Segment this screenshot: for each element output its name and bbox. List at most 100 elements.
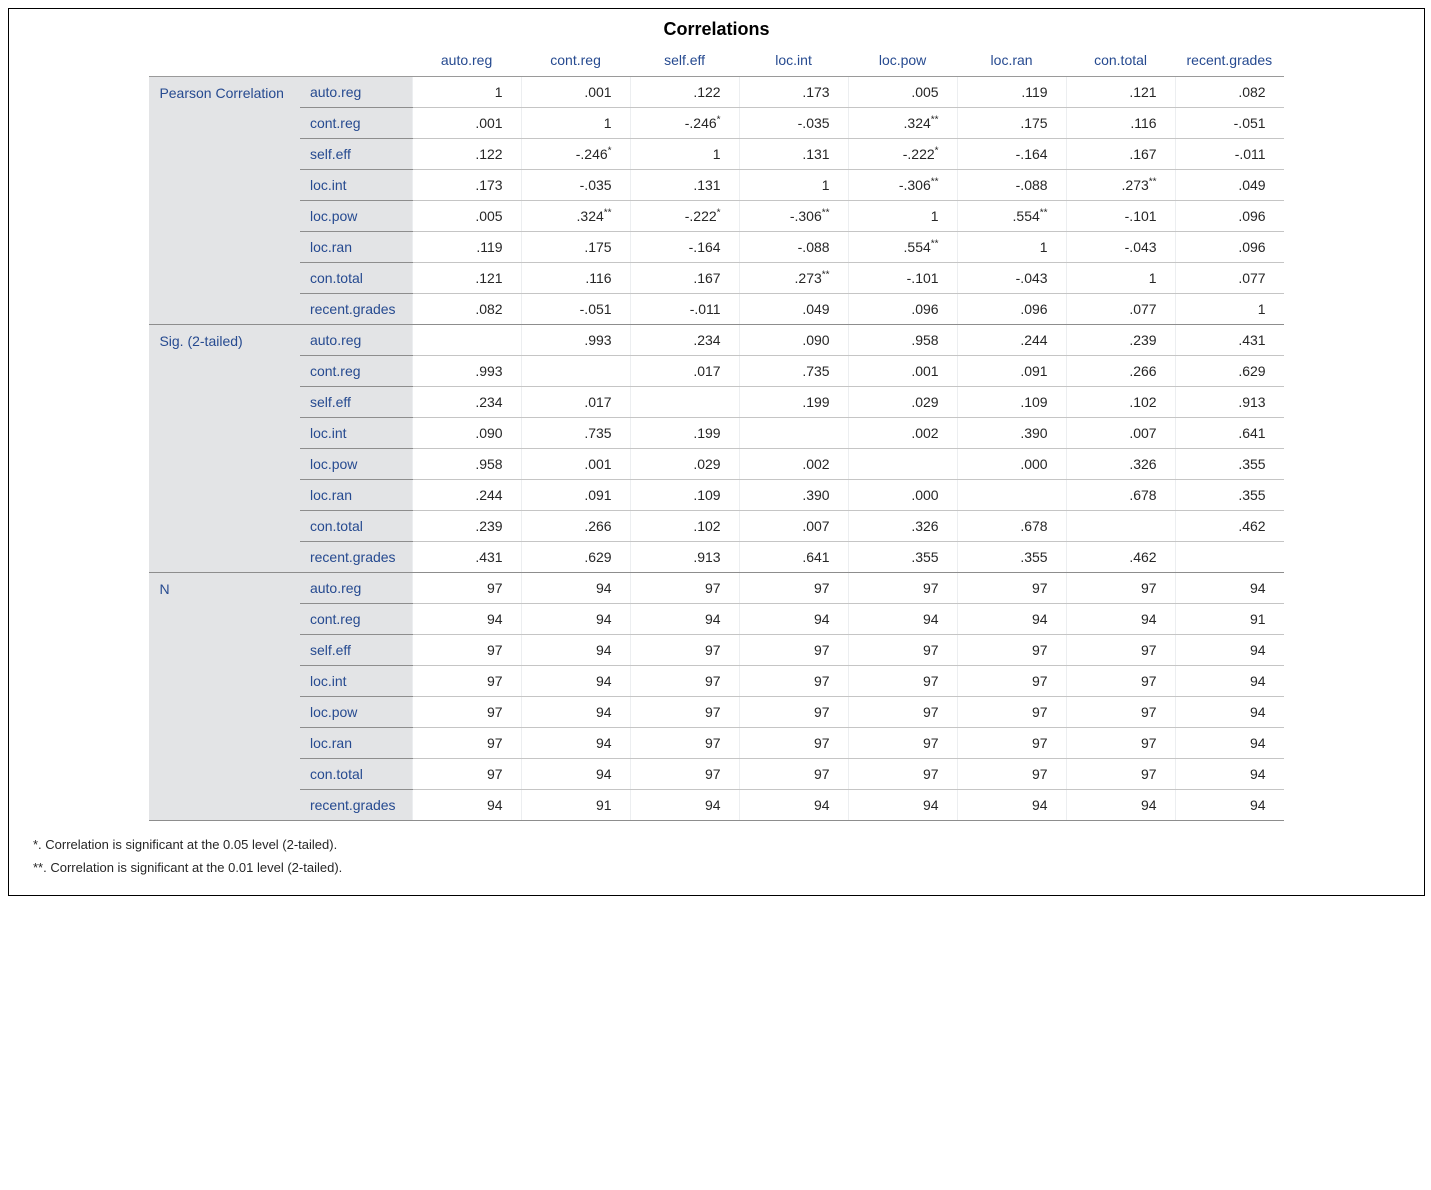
value-cell: .029	[848, 387, 957, 418]
value-cell: .678	[957, 511, 1066, 542]
value-cell: .005	[412, 201, 521, 232]
value-cell: 97	[957, 759, 1066, 790]
table-row: loc.ran.244.091.109.390.000.678.355	[149, 480, 1283, 511]
table-row: loc.int9794979797979794	[149, 666, 1283, 697]
significance-marker: **	[822, 207, 830, 218]
row-variable-label: cont.reg	[300, 604, 412, 635]
table-row: cont.reg9494949494949491	[149, 604, 1283, 635]
value-cell: .121	[412, 263, 521, 294]
row-variable-label: loc.int	[300, 418, 412, 449]
value-cell: .082	[412, 294, 521, 325]
row-variable-label: loc.pow	[300, 697, 412, 728]
significance-marker: *	[608, 145, 612, 156]
value-cell: .641	[1175, 418, 1284, 449]
row-variable-label: loc.ran	[300, 728, 412, 759]
row-variable-label: self.eff	[300, 139, 412, 170]
value-cell: .005	[848, 77, 957, 108]
value-cell: .109	[957, 387, 1066, 418]
value-cell: .049	[739, 294, 848, 325]
value-cell: .554**	[848, 232, 957, 263]
value-cell: .244	[412, 480, 521, 511]
value-cell: .002	[848, 418, 957, 449]
footnotes: *. Correlation is significant at the 0.0…	[9, 821, 1424, 879]
value-cell: -.088	[739, 232, 848, 263]
value-cell: .175	[521, 232, 630, 263]
value-cell: 1	[739, 170, 848, 201]
value-cell: 97	[739, 573, 848, 604]
value-cell: 94	[1066, 790, 1175, 821]
value-cell: 97	[1066, 697, 1175, 728]
value-cell: .017	[521, 387, 630, 418]
value-cell: .090	[739, 325, 848, 356]
correlations-panel: Correlations auto.regcont.regself.effloc…	[8, 8, 1425, 896]
value-cell: .096	[1175, 201, 1284, 232]
value-cell: 94	[1175, 666, 1284, 697]
value-cell: 97	[739, 728, 848, 759]
value-cell: 97	[848, 573, 957, 604]
row-variable-label: loc.ran	[300, 232, 412, 263]
value-cell: 1	[1066, 263, 1175, 294]
value-cell: 94	[521, 666, 630, 697]
value-cell: .077	[1066, 294, 1175, 325]
value-cell: .049	[1175, 170, 1284, 201]
value-cell: 94	[521, 604, 630, 635]
value-cell: 94	[521, 573, 630, 604]
column-header: cont.reg	[521, 46, 630, 77]
value-cell: 1	[521, 108, 630, 139]
value-cell: .355	[1175, 480, 1284, 511]
value-cell: .002	[739, 449, 848, 480]
value-cell: -.222*	[630, 201, 739, 232]
table-row: loc.pow.958.001.029.002.000.326.355	[149, 449, 1283, 480]
value-cell: 97	[412, 728, 521, 759]
table-head: auto.regcont.regself.effloc.intloc.powlo…	[149, 46, 1283, 77]
correlations-table: auto.regcont.regself.effloc.intloc.powlo…	[149, 46, 1283, 821]
value-cell: 94	[412, 604, 521, 635]
row-variable-label: loc.pow	[300, 201, 412, 232]
value-cell: .390	[739, 480, 848, 511]
value-cell: .017	[630, 356, 739, 387]
value-cell: .167	[630, 263, 739, 294]
value-cell: .326	[848, 511, 957, 542]
value-cell: 94	[521, 728, 630, 759]
value-cell: .239	[1066, 325, 1175, 356]
value-cell: .122	[412, 139, 521, 170]
value-cell: 97	[412, 759, 521, 790]
value-cell	[521, 356, 630, 387]
table-row: self.eff9794979797979794	[149, 635, 1283, 666]
table-row: loc.ran9794979797979794	[149, 728, 1283, 759]
value-cell: .090	[412, 418, 521, 449]
value-cell: 94	[1175, 573, 1284, 604]
group-header: Pearson Correlation	[149, 77, 300, 325]
value-cell: .199	[739, 387, 848, 418]
value-cell: 94	[412, 790, 521, 821]
value-cell: 97	[630, 635, 739, 666]
value-cell: .007	[739, 511, 848, 542]
value-cell: 97	[1066, 759, 1175, 790]
value-cell: 94	[739, 790, 848, 821]
value-cell: .239	[412, 511, 521, 542]
table-row: loc.int.090.735.199.002.390.007.641	[149, 418, 1283, 449]
value-cell: .173	[412, 170, 521, 201]
value-cell: 94	[1175, 759, 1284, 790]
value-cell: -.011	[1175, 139, 1284, 170]
value-cell: 1	[630, 139, 739, 170]
value-cell: .244	[957, 325, 1066, 356]
value-cell: 94	[957, 790, 1066, 821]
value-cell: 94	[1175, 635, 1284, 666]
value-cell: 97	[630, 666, 739, 697]
value-cell: 94	[1066, 604, 1175, 635]
value-cell: .641	[739, 542, 848, 573]
value-cell: .007	[1066, 418, 1175, 449]
value-cell: .096	[848, 294, 957, 325]
value-cell: .096	[957, 294, 1066, 325]
value-cell: 94	[1175, 728, 1284, 759]
row-variable-label: loc.int	[300, 666, 412, 697]
significance-marker: **	[822, 269, 830, 280]
value-cell: .029	[630, 449, 739, 480]
value-cell: .993	[412, 356, 521, 387]
row-variable-label: auto.reg	[300, 325, 412, 356]
value-cell: -.306**	[739, 201, 848, 232]
row-variable-label: loc.ran	[300, 480, 412, 511]
value-cell: .913	[1175, 387, 1284, 418]
row-variable-label: loc.int	[300, 170, 412, 201]
